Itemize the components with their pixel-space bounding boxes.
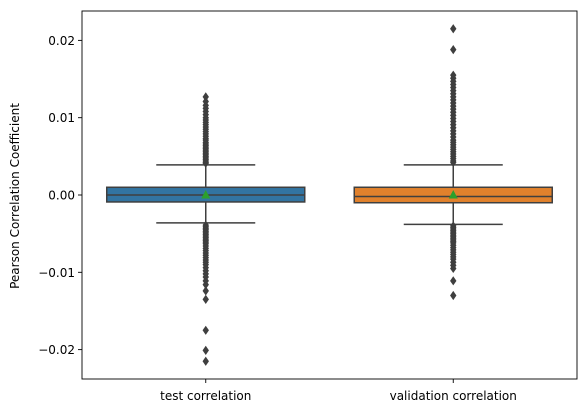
outlier-point xyxy=(450,263,457,274)
outlier-point xyxy=(202,158,209,168)
outlier-point xyxy=(202,345,209,355)
plot-area: −0.02 −0.01 0.00 0.01 0.02 test correlation va… xyxy=(38,24,553,403)
outlier-point xyxy=(202,325,209,335)
box-group xyxy=(106,92,306,366)
outlier-point xyxy=(202,280,209,290)
x-tick-label: test correlation xyxy=(160,389,251,403)
outlier-point xyxy=(202,286,209,296)
y-tick-label: −0.01 xyxy=(38,266,75,280)
y-axis-label: Pearson Correlation Coefficient xyxy=(8,103,22,289)
y-tick-label: 0.02 xyxy=(48,34,75,48)
x-tick-label: validation correlation xyxy=(390,389,517,403)
y-tick-label: 0.00 xyxy=(48,189,75,203)
mean-marker xyxy=(201,190,211,199)
axes-frame xyxy=(81,10,578,380)
outlier-point xyxy=(450,45,457,55)
outlier-point xyxy=(202,92,209,102)
y-tick-label: 0.01 xyxy=(48,111,75,125)
outlier-point xyxy=(202,294,209,304)
outlier-point xyxy=(450,276,457,286)
outlier-point xyxy=(450,290,457,301)
outlier-point xyxy=(450,24,457,34)
outlier-point xyxy=(450,157,457,168)
box-group xyxy=(353,24,553,301)
y-tick-label: −0.02 xyxy=(38,343,75,357)
outlier-point xyxy=(202,356,209,366)
mean-marker xyxy=(448,190,458,199)
